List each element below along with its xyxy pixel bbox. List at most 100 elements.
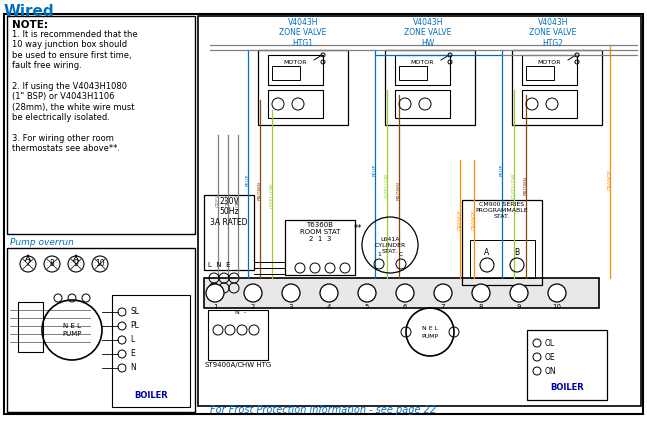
- Text: N E L: N E L: [422, 325, 438, 330]
- Circle shape: [548, 284, 566, 302]
- Text: 1: 1: [377, 252, 381, 257]
- Circle shape: [206, 284, 224, 302]
- Text: PUMP: PUMP: [421, 333, 439, 338]
- Text: BLUE: BLUE: [245, 174, 250, 186]
- Text: ST9400A/C: ST9400A/C: [204, 362, 243, 368]
- Text: BROWN: BROWN: [397, 181, 402, 200]
- Text: BLUE: BLUE: [373, 164, 377, 176]
- Circle shape: [434, 284, 452, 302]
- Text: ON: ON: [545, 366, 556, 376]
- Text: 10: 10: [95, 260, 105, 268]
- Bar: [526, 66, 554, 80]
- Text: A: A: [485, 247, 490, 257]
- Text: 5: 5: [365, 304, 369, 310]
- Text: G/YELLOW: G/YELLOW: [512, 172, 516, 198]
- Text: 7: 7: [26, 260, 30, 268]
- Text: B: B: [514, 247, 520, 257]
- Text: 8: 8: [50, 260, 54, 268]
- Text: Pump overrun: Pump overrun: [10, 238, 74, 247]
- Text: SL: SL: [130, 308, 139, 316]
- Text: 1: 1: [213, 304, 217, 310]
- Text: L641A
CYLINDER
STAT.: L641A CYLINDER STAT.: [375, 237, 406, 254]
- Bar: [272, 66, 300, 80]
- Text: C: C: [399, 252, 403, 257]
- Bar: [462, 200, 542, 285]
- Text: GREY: GREY: [215, 193, 221, 207]
- Bar: [385, 50, 475, 125]
- Text: GREY: GREY: [226, 193, 230, 207]
- Circle shape: [358, 284, 376, 302]
- Bar: [522, 90, 577, 118]
- Bar: [285, 220, 355, 275]
- Text: BROWN: BROWN: [258, 181, 263, 200]
- Bar: [395, 55, 450, 85]
- Text: T6360B
ROOM STAT
2  1  3: T6360B ROOM STAT 2 1 3: [300, 222, 340, 242]
- Bar: [399, 66, 427, 80]
- Text: CM900 SERIES
PROGRAMMABLE
STAT.: CM900 SERIES PROGRAMMABLE STAT.: [476, 202, 529, 219]
- Text: **: **: [354, 224, 362, 233]
- Text: PUMP: PUMP: [62, 331, 82, 337]
- Text: 3: 3: [289, 304, 293, 310]
- Bar: [268, 90, 323, 118]
- Text: MOTOR: MOTOR: [410, 60, 433, 65]
- Bar: [18, 302, 43, 352]
- Text: V4043H
ZONE VALVE
HTG1: V4043H ZONE VALVE HTG1: [280, 18, 327, 48]
- Text: 6: 6: [402, 304, 407, 310]
- Text: 8: 8: [479, 304, 483, 310]
- Text: For Frost Protection information - see page 22: For Frost Protection information - see p…: [210, 405, 436, 415]
- Bar: [198, 16, 641, 406]
- Text: ORANGE: ORANGE: [457, 210, 463, 230]
- Bar: [258, 50, 348, 125]
- Text: MOTOR: MOTOR: [537, 60, 561, 65]
- Bar: [204, 278, 599, 308]
- Circle shape: [244, 284, 262, 302]
- Text: 9: 9: [517, 304, 521, 310]
- Text: 7: 7: [441, 304, 445, 310]
- Bar: [268, 55, 323, 85]
- Bar: [395, 90, 450, 118]
- Text: 2: 2: [251, 304, 255, 310]
- Text: OE: OE: [545, 352, 556, 362]
- Text: BLUE: BLUE: [499, 164, 505, 176]
- Text: L: L: [130, 335, 134, 344]
- Circle shape: [282, 284, 300, 302]
- Text: Wired: Wired: [4, 4, 54, 19]
- Text: MOTOR: MOTOR: [283, 60, 307, 65]
- Text: 1. It is recommended that the
10 way junction box should
be used to ensure first: 1. It is recommended that the 10 way jun…: [12, 30, 138, 154]
- Text: 4: 4: [327, 304, 331, 310]
- Circle shape: [472, 284, 490, 302]
- Text: ORANGE: ORANGE: [472, 210, 476, 230]
- Bar: [7, 248, 195, 412]
- Text: G/YELLOW: G/YELLOW: [384, 172, 389, 198]
- Text: NOTE:: NOTE:: [12, 20, 48, 30]
- Bar: [7, 16, 195, 234]
- Text: HW HTG: HW HTG: [242, 362, 271, 368]
- Circle shape: [396, 284, 414, 302]
- Text: G/YELLOW: G/YELLOW: [270, 182, 274, 208]
- Text: -: -: [244, 310, 247, 315]
- Text: N: N: [234, 310, 239, 315]
- Text: L  N  E: L N E: [208, 262, 230, 268]
- Bar: [470, 240, 535, 278]
- Text: N E L: N E L: [63, 323, 81, 329]
- Text: 230V
50Hz
3A RATED: 230V 50Hz 3A RATED: [210, 197, 248, 227]
- Text: N: N: [130, 363, 136, 373]
- Bar: [522, 55, 577, 85]
- Text: BOILER: BOILER: [134, 391, 168, 400]
- Bar: [527, 330, 607, 400]
- Text: 9: 9: [74, 260, 78, 268]
- Text: V4043H
ZONE VALVE
HTG2: V4043H ZONE VALVE HTG2: [529, 18, 576, 48]
- Bar: [112, 295, 190, 407]
- Bar: [204, 195, 254, 270]
- Text: PL: PL: [130, 322, 139, 330]
- Text: BOILER: BOILER: [550, 383, 584, 392]
- Text: V4043H
ZONE VALVE
HW: V4043H ZONE VALVE HW: [404, 18, 452, 48]
- Text: 10: 10: [553, 304, 562, 310]
- Text: GREY: GREY: [236, 193, 241, 207]
- Text: OL: OL: [545, 338, 555, 347]
- Text: ORANGE: ORANGE: [608, 170, 613, 190]
- Circle shape: [320, 284, 338, 302]
- Text: E: E: [130, 349, 135, 359]
- Circle shape: [510, 284, 528, 302]
- Bar: [208, 310, 268, 360]
